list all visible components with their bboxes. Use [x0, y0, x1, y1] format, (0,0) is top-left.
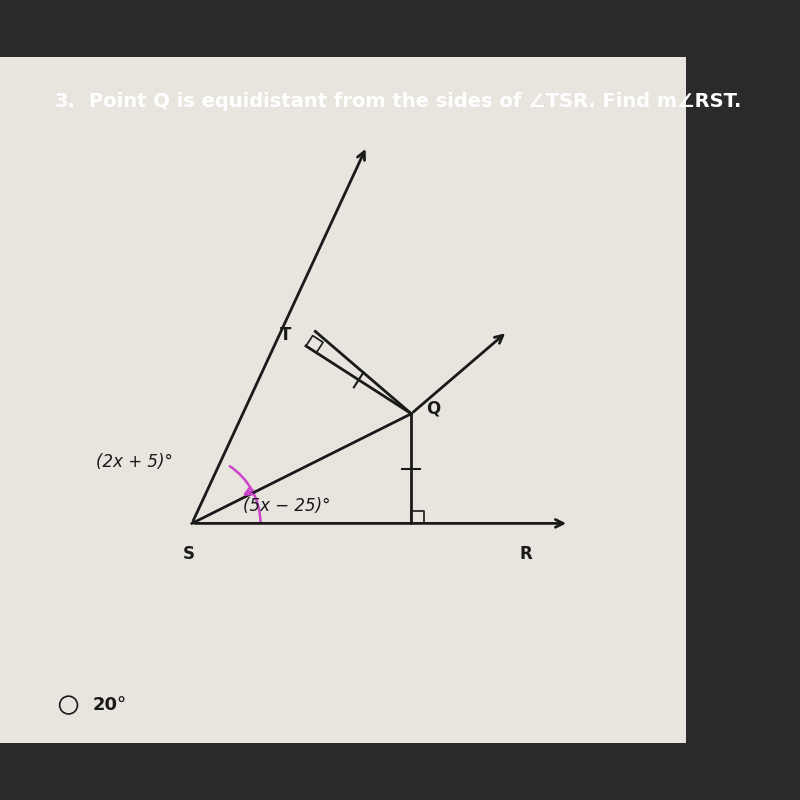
Text: (2x + 5)°: (2x + 5)° [96, 453, 173, 470]
Text: Point Q is equidistant from the sides of ∠TSR. Find m∠RST.: Point Q is equidistant from the sides of… [89, 91, 742, 110]
Text: (5x − 25)°: (5x − 25)° [243, 498, 331, 515]
Text: Q: Q [426, 399, 441, 418]
Text: 20°: 20° [93, 696, 126, 714]
Text: T: T [280, 326, 291, 344]
Text: R: R [520, 546, 532, 563]
Text: 3.: 3. [55, 91, 76, 110]
Circle shape [60, 696, 78, 714]
FancyBboxPatch shape [0, 58, 686, 742]
Text: S: S [182, 546, 194, 563]
